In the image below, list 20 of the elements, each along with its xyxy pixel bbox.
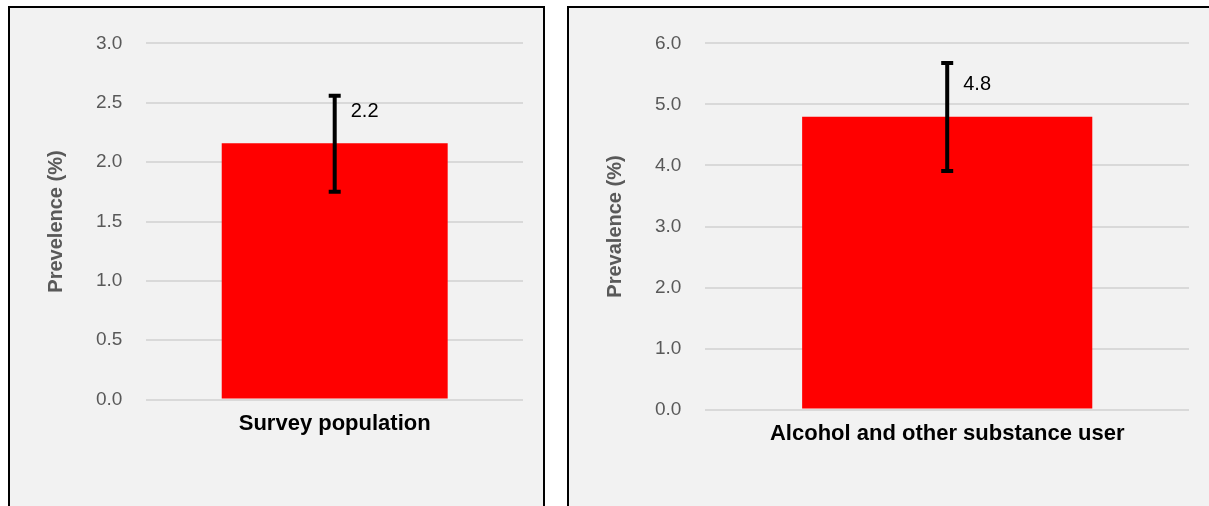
y-tick-label: 1.0	[654, 336, 682, 358]
y-tick-label: 2.0	[95, 150, 123, 172]
y-tick-label: 6.0	[654, 31, 682, 53]
y-axis-title: Prevelence (%)	[43, 150, 66, 293]
y-tick-label: 0.5	[95, 328, 123, 350]
y-axis-title: Prevalence (%)	[602, 155, 625, 298]
x-tick-label: Alcohol and other substance user	[769, 419, 1125, 445]
y-tick-label: 1.0	[95, 269, 123, 291]
y-tick-label: 4.0	[654, 153, 682, 175]
y-tick-label: 0.0	[654, 397, 682, 419]
y-tick-label: 2.0	[654, 275, 682, 297]
data-label: 2.2	[350, 98, 379, 121]
data-label: 4.8	[963, 72, 992, 95]
x-tick-label: Survey population	[238, 409, 431, 435]
y-tick-label: 1.5	[95, 209, 123, 231]
y-tick-label: 5.0	[654, 92, 682, 114]
y-tick-label: 3.0	[95, 31, 123, 53]
y-tick-label: 0.0	[95, 387, 123, 409]
y-tick-label: 3.0	[654, 214, 682, 236]
y-tick-label: 2.5	[95, 91, 123, 112]
